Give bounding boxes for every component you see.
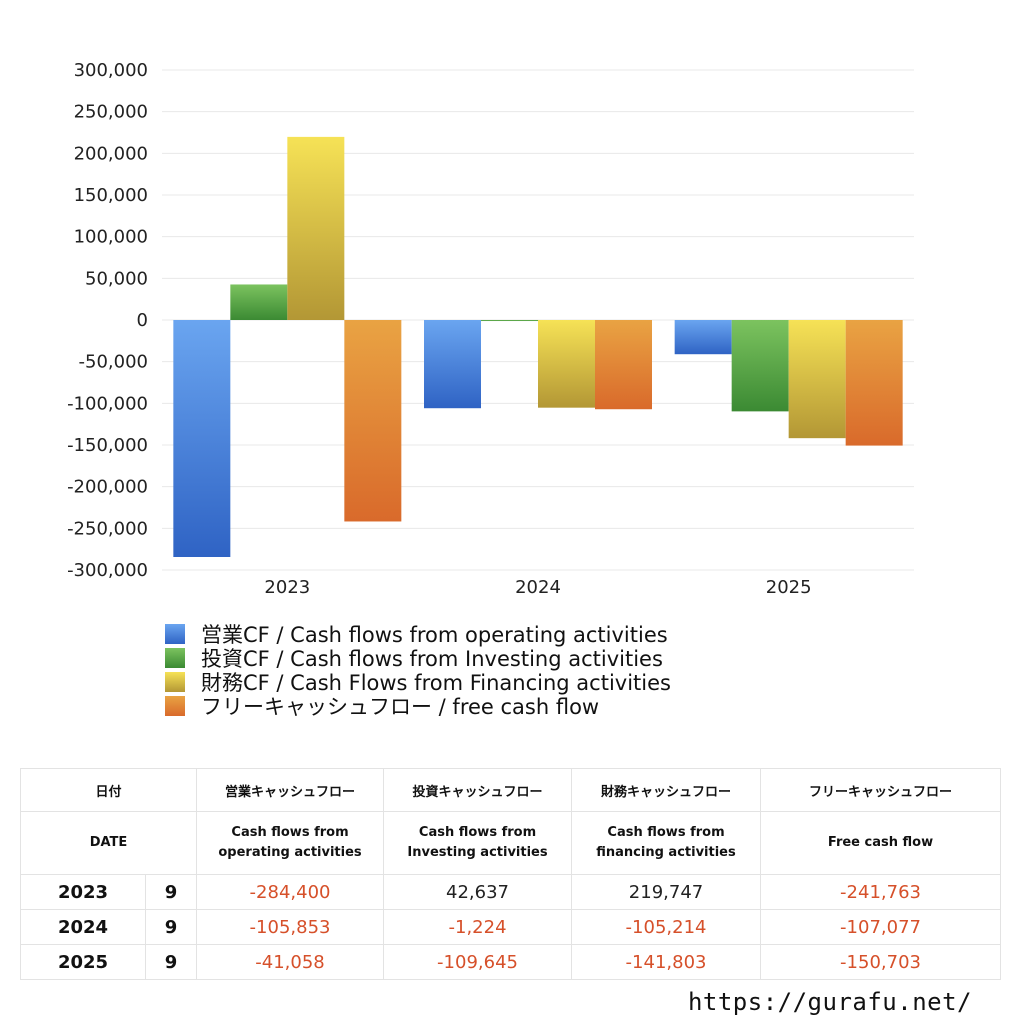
header-investing-en-line2: Investing activities [407, 845, 548, 860]
legend-swatch-investing [165, 648, 185, 668]
header-operating-en-line2: operating activities [218, 845, 362, 860]
x-tick-label: 2024 [515, 577, 561, 598]
y-tick-label: 300,000 [74, 60, 148, 81]
cell-investing: -109,645 [383, 944, 573, 980]
bar-free-2023 [344, 320, 402, 522]
cell-operating: -41,058 [196, 944, 385, 980]
cell-free: -107,077 [760, 909, 1002, 945]
header-operating-en-line1: Cash flows from [231, 825, 349, 840]
table-header-en: DATE Cash flows from operating activities… [19, 811, 1002, 875]
y-tick-label: 250,000 [74, 102, 148, 123]
bar-free-2025 [845, 320, 903, 446]
cell-investing: -1,224 [383, 909, 573, 945]
bar-financing-2025 [788, 320, 846, 439]
row-month: 9 [144, 874, 198, 910]
header-financing-en: Cash flows from financing activities [571, 811, 762, 875]
header-free-jp: フリーキャッシュフロー [760, 768, 1002, 812]
y-tick-label: -200,000 [67, 477, 148, 498]
y-tick-label: -50,000 [79, 352, 148, 373]
y-tick-label: 50,000 [85, 268, 148, 289]
legend-swatch-operating [165, 624, 185, 644]
y-tick-label: 100,000 [74, 227, 148, 248]
header-financing-en-line2: financing activities [596, 845, 736, 860]
x-tick-label: 2025 [766, 577, 812, 598]
row-year: 2025 [20, 944, 146, 980]
header-free-en: Free cash flow [760, 811, 1002, 875]
site-url: https://gurafu.net/ [687, 988, 972, 1016]
row-year: 2024 [20, 909, 146, 945]
y-tick-label: -250,000 [67, 518, 148, 539]
legend-label-operating: 営業CF / Cash flows from operating activit… [201, 623, 668, 647]
bar-financing-2023 [287, 136, 345, 320]
chart-legend: 営業CF / Cash flows from operating activit… [165, 622, 671, 719]
cashflow-table: 日付 営業キャッシュフロー 投資キャッシュフロー 財務キャッシュフロー フリーキ… [19, 768, 1002, 980]
bar-investing-2023 [230, 284, 288, 320]
header-investing-en-line1: Cash flows from [418, 825, 537, 840]
row-month: 9 [144, 909, 198, 945]
legend-label-investing: 投資CF / Cash flows from Investing activit… [201, 647, 663, 671]
cell-operating: -284,400 [196, 874, 385, 910]
row-year: 2023 [20, 874, 146, 910]
legend-item-financing: 財務CF / Cash Flows from Financing activit… [165, 670, 671, 695]
y-tick-label: 150,000 [74, 185, 148, 206]
chart-area: 300,000 250,000 200,000 150,000 100,000 50,00… [67, 60, 914, 598]
cell-free: -150,703 [760, 944, 1002, 980]
y-tick-label: -300,000 [67, 560, 148, 581]
legend-label-financing: 財務CF / Cash Flows from Financing activit… [201, 671, 671, 695]
table-row: 2023 9 -284,400 42,637 219,747 -241,763 [20, 874, 1002, 910]
header-financing-en-line1: Cash flows from [607, 825, 725, 840]
header-date-en: DATE [19, 811, 198, 875]
table-row: 2025 9 -41,058 -109,645 -141,803 -150,70… [20, 944, 1002, 980]
legend-item-operating: 営業CF / Cash flows from operating activit… [165, 622, 671, 647]
bar-investing-2024 [481, 320, 538, 322]
x-tick-label: 2023 [264, 577, 310, 598]
row-month: 9 [144, 944, 198, 980]
bar-free-2024 [595, 320, 652, 410]
bar-operating-2023 [173, 320, 231, 557]
header-investing-en: Cash flows from Investing activities [383, 811, 573, 875]
header-financing-jp: 財務キャッシュフロー [571, 768, 762, 812]
y-tick-label: -100,000 [67, 393, 148, 414]
bar-investing-2025 [731, 320, 789, 412]
header-operating-en: Cash flows from operating activities [196, 811, 385, 875]
cell-investing: 42,637 [383, 874, 573, 910]
cell-financing: 219,747 [571, 874, 762, 910]
legend-swatch-free [165, 696, 185, 716]
table-row: 2024 9 -105,853 -1,224 -105,214 -107,077 [20, 909, 1002, 945]
cell-financing: -141,803 [571, 944, 762, 980]
y-tick-label: 200,000 [74, 143, 148, 164]
cell-operating: -105,853 [196, 909, 385, 945]
table-header-jp: 日付 営業キャッシュフロー 投資キャッシュフロー 財務キャッシュフロー フリーキ… [19, 768, 1002, 812]
legend-swatch-financing [165, 672, 185, 692]
header-investing-jp: 投資キャッシュフロー [383, 768, 573, 812]
cell-free: -241,763 [760, 874, 1002, 910]
bar-operating-2024 [424, 320, 481, 409]
bar-operating-2025 [674, 320, 732, 355]
y-tick-label: 0 [137, 310, 148, 331]
bar-chart: 300,000 250,000 200,000 150,000 100,000 50,00… [67, 60, 914, 598]
legend-item-investing: 投資CF / Cash flows from Investing activit… [165, 646, 671, 671]
legend-label-free: フリーキャッシュフロー / free cash flow [201, 695, 600, 719]
legend-item-free: フリーキャッシュフロー / free cash flow [165, 694, 671, 719]
cell-financing: -105,214 [571, 909, 762, 945]
y-tick-label: -150,000 [67, 435, 148, 456]
header-operating-jp: 営業キャッシュフロー [196, 768, 385, 812]
bar-financing-2024 [538, 320, 595, 408]
header-date-jp: 日付 [19, 768, 198, 812]
